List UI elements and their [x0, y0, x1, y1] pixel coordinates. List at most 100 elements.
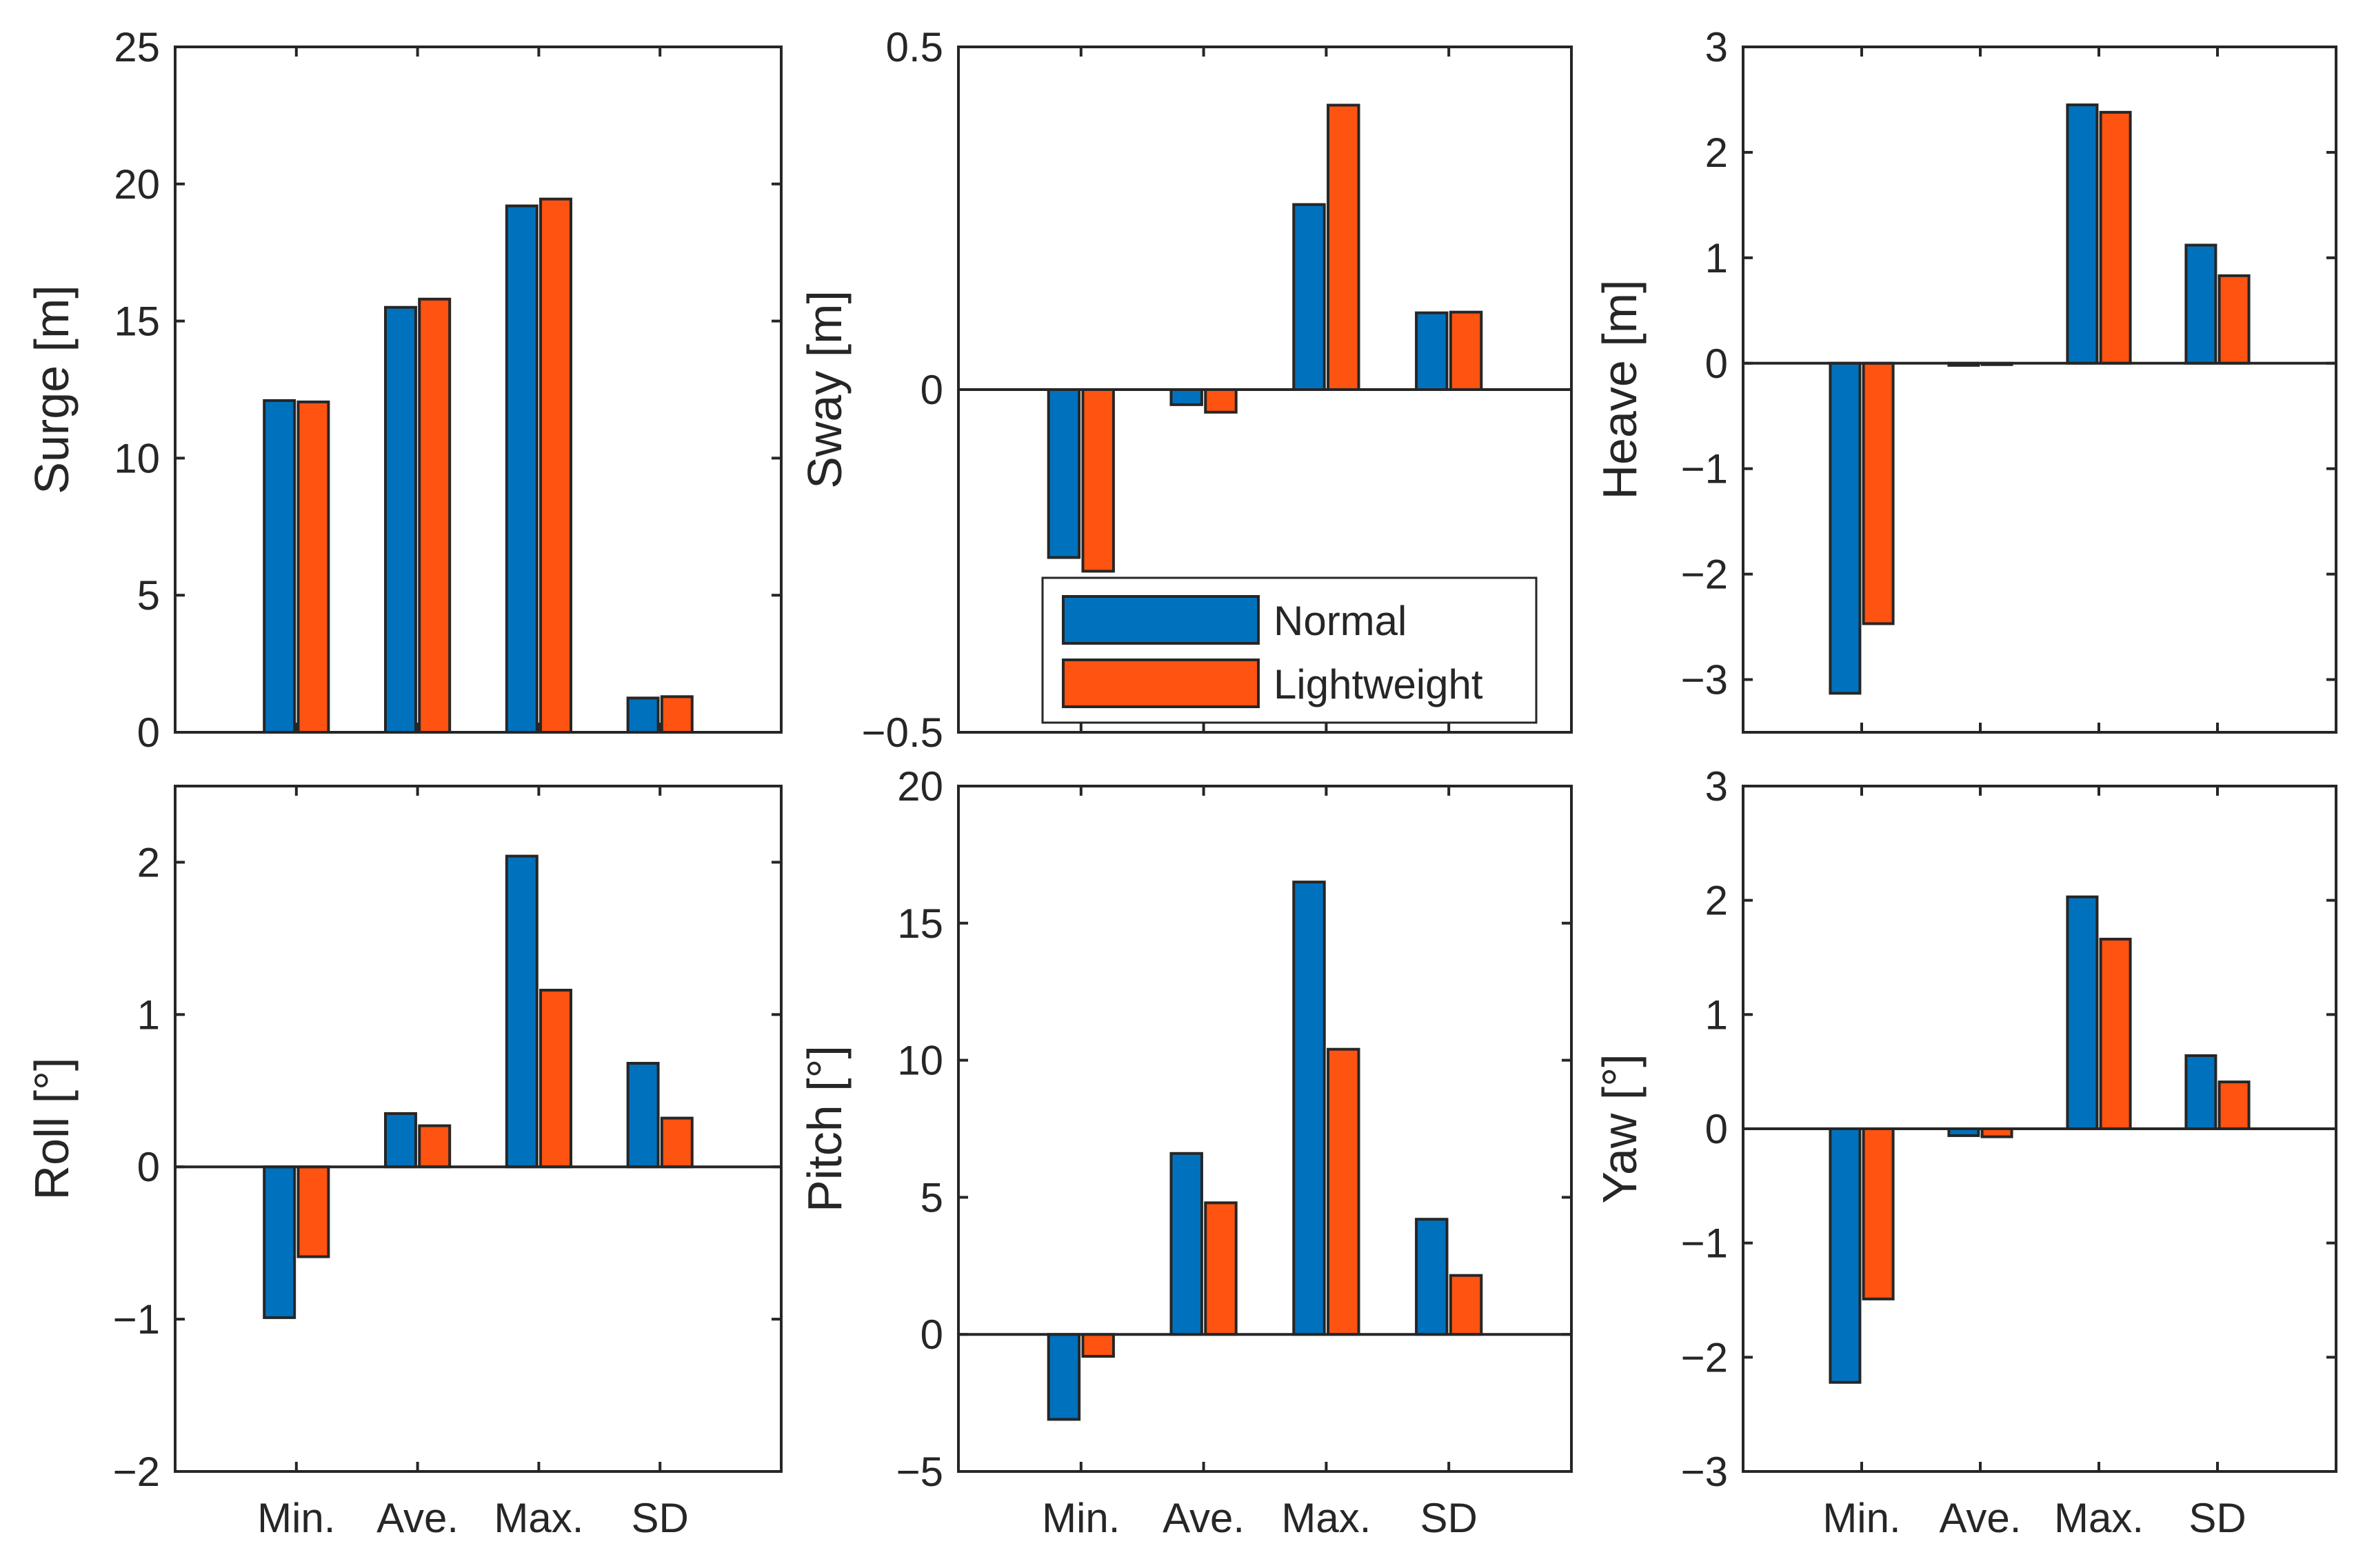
bar-normal-min [263, 399, 296, 734]
panel-pitch: −5 0 5 10 15 20 Min. Ave. Max. SD Pitch [°] [798, 763, 1573, 1541]
bar-lightweight-min [1862, 1127, 1895, 1300]
bar-lightweight-sd [2217, 274, 2251, 365]
bar-normal-max [2066, 895, 2099, 1130]
y-axis-label: Roll [°] [25, 1058, 79, 1200]
ytick-label: 5 [921, 1174, 943, 1220]
ytick-label: −3 [1681, 657, 1728, 703]
bar-lightweight-max [2099, 937, 2132, 1130]
ytick-label: 2 [137, 839, 160, 885]
bar-normal-max [505, 854, 539, 1169]
bar-lightweight-ave [418, 297, 452, 734]
xtick-label: Max. [2054, 1495, 2144, 1541]
ytick-label: 3 [1705, 24, 1728, 70]
bar-normal-ave [384, 1112, 417, 1169]
ytick-label: 1 [1705, 235, 1728, 281]
bar-normal-ave [1169, 388, 1203, 406]
ytick-label: −0.5 [862, 710, 943, 756]
bar-lightweight-min [1081, 1333, 1115, 1358]
bar-lightweight-min [296, 1165, 330, 1258]
ytick-label: 5 [137, 572, 160, 619]
axes-box [1742, 46, 2337, 734]
ytick-label: 20 [897, 763, 943, 810]
panel-surge: 0 5 10 15 20 25 Surge [m] [25, 24, 783, 756]
xtick-label: SD [632, 1495, 689, 1541]
bar-lightweight-max [539, 197, 572, 734]
bar-normal-max [2066, 103, 2099, 365]
ytick-label: −2 [1681, 552, 1728, 598]
ytick-label: 1 [1705, 992, 1728, 1038]
ytick-label: −5 [896, 1449, 943, 1495]
ytick-label: 25 [114, 24, 160, 70]
ytick-label: 2 [1705, 878, 1728, 924]
bar-normal-sd [2184, 243, 2217, 365]
bar-normal-ave [384, 305, 417, 734]
bar-normal-min [1047, 1333, 1081, 1421]
bar-normal-max [505, 204, 539, 734]
bar-normal-min [1829, 361, 1862, 695]
bar-normal-min [1829, 1127, 1862, 1384]
ytick-label: −3 [1681, 1449, 1728, 1495]
ytick-label: −1 [1681, 446, 1728, 492]
legend: Normal Lightweight [1041, 576, 1538, 724]
xtick-label: Min. [1042, 1495, 1120, 1541]
bar-normal-min [1047, 388, 1081, 559]
xtick-label: Max. [1281, 1495, 1371, 1541]
ytick-label: 0 [1705, 1106, 1728, 1152]
bar-normal-ave [1169, 1152, 1203, 1336]
xtick-label: SD [1420, 1495, 1478, 1541]
y-axis-label: Pitch [°] [798, 1045, 852, 1212]
ytick-label: −1 [1681, 1220, 1728, 1267]
ytick-label: −2 [113, 1449, 160, 1495]
ytick-label: 1 [137, 992, 160, 1038]
bar-normal-sd [1415, 1218, 1449, 1336]
bar-lightweight-max [1327, 1047, 1360, 1336]
xtick-label: Max. [494, 1495, 583, 1541]
xtick-label: Ave. [376, 1495, 459, 1541]
ytick-label: 0 [921, 1311, 943, 1358]
bar-normal-min [263, 1165, 296, 1319]
bar-normal-sd [2184, 1054, 2217, 1131]
ytick-label: 3 [1705, 763, 1728, 810]
legend-label-normal: Normal [1274, 598, 1407, 644]
ytick-label: 2 [1705, 130, 1728, 176]
bar-lightweight-ave [1204, 388, 1238, 414]
ytick-label: 0.5 [886, 24, 943, 70]
ytick-label: 15 [897, 901, 943, 947]
xtick-label: Ave. [1163, 1495, 1245, 1541]
xtick-label: Ave. [1940, 1495, 2022, 1541]
bar-normal-sd [626, 696, 660, 734]
ytick-label: 0 [921, 367, 943, 413]
ytick-label: 0 [137, 1144, 160, 1190]
panel-heave: −3 −2 −1 0 1 2 3 Heave [m] [1593, 24, 2337, 734]
ytick-label: 0 [137, 710, 160, 756]
bar-normal-sd [626, 1062, 660, 1169]
legend-label-lightweight: Lightweight [1274, 661, 1483, 707]
xtick-label: Min. [1822, 1495, 1900, 1541]
bar-lightweight-min [1081, 388, 1115, 573]
ytick-label: 15 [114, 299, 160, 345]
y-axis-label: Surge [m] [25, 285, 79, 494]
ytick-label: −1 [113, 1296, 160, 1343]
bar-lightweight-ave [418, 1124, 452, 1169]
panel-roll: −2 −1 0 1 2 Min. Ave. Max. SD Roll [°] [25, 785, 783, 1541]
bar-lightweight-ave [1204, 1201, 1238, 1336]
bar-lightweight-min [296, 400, 330, 734]
bar-normal-max [1292, 203, 1326, 391]
ytick-label: 20 [114, 161, 160, 208]
bar-lightweight-sd [660, 695, 694, 734]
xtick-label: SD [2189, 1495, 2246, 1541]
ytick-label: 10 [114, 435, 160, 481]
ytick-label: 10 [897, 1038, 943, 1084]
ytick-label: −2 [1681, 1334, 1728, 1380]
legend-swatch-normal [1062, 595, 1260, 645]
bar-lightweight-sd [660, 1116, 694, 1169]
bar-normal-max [1292, 881, 1326, 1336]
bar-normal-sd [1415, 311, 1449, 391]
legend-swatch-lightweight [1062, 659, 1260, 708]
bar-lightweight-min [1862, 361, 1895, 625]
panel-yaw: −3 −2 −1 0 1 2 3 Min. Ave. Max. SD Yaw [°] [1593, 763, 2337, 1541]
axes-box [957, 785, 1573, 1473]
ytick-label: 0 [1705, 341, 1728, 387]
